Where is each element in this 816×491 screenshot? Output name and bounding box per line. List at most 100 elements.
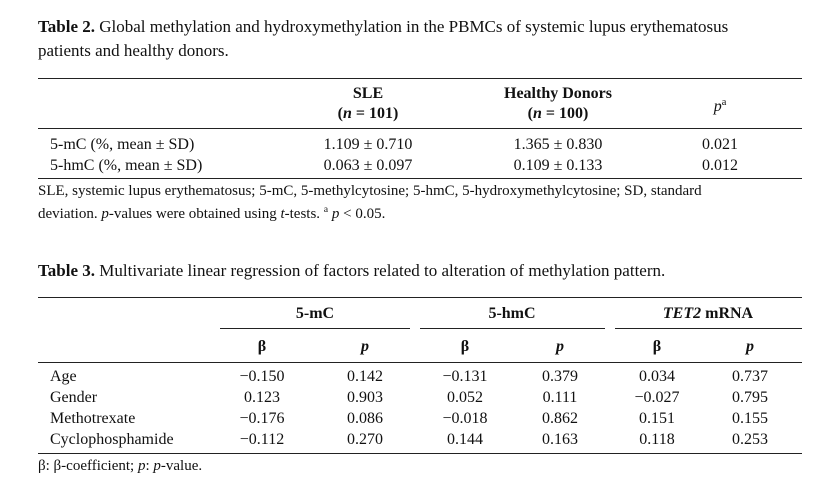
text-segment: -values were obtained using bbox=[108, 205, 281, 222]
caption: Table 3. Multivariate linear regression … bbox=[38, 262, 665, 280]
table-rule bbox=[38, 297, 802, 298]
cell: 0.144 bbox=[447, 431, 483, 449]
caption-line: Table 2. Global methylation and hydroxym… bbox=[38, 18, 728, 36]
text-segment: a bbox=[721, 97, 727, 108]
text: 0.021 bbox=[702, 136, 738, 153]
text-segment: patients and healthy donors. bbox=[38, 41, 229, 60]
cell: −0.150 bbox=[239, 368, 284, 386]
text-segment: Global methylation and hydroxymethylatio… bbox=[95, 17, 729, 36]
text: 0.903 bbox=[347, 389, 383, 406]
text: 0.052 bbox=[447, 389, 483, 406]
group-header: 5-mC bbox=[296, 305, 334, 323]
cell: 0.123 bbox=[244, 389, 280, 407]
text-segment: = 101) bbox=[351, 105, 399, 122]
cell: −0.131 bbox=[442, 368, 487, 386]
text-segment: t bbox=[280, 205, 285, 222]
cell: 0.034 bbox=[639, 368, 675, 386]
cell: 0.142 bbox=[347, 368, 383, 386]
group-header: 5-hmC bbox=[488, 305, 535, 323]
text-segment: p bbox=[137, 458, 146, 474]
text: 0.163 bbox=[542, 431, 578, 448]
text: 0.012 bbox=[702, 157, 738, 174]
row-label: 5-mC (%, mean ± SD) bbox=[50, 136, 194, 154]
text: 5-mC (%, mean ± SD) bbox=[50, 136, 195, 153]
text: 5-hmC (%, mean ± SD) bbox=[50, 157, 203, 174]
text: 0.155 bbox=[732, 410, 768, 427]
text-segment: p bbox=[331, 205, 340, 222]
text: β bbox=[652, 338, 662, 355]
table-rule bbox=[38, 78, 802, 79]
cell: 1.109 ± 0.710 bbox=[324, 136, 413, 154]
table-rule bbox=[38, 453, 802, 454]
column-header: SLE bbox=[353, 85, 383, 103]
cell: 0.151 bbox=[639, 410, 675, 428]
text-segment: p bbox=[746, 338, 754, 355]
subheader: β bbox=[461, 338, 469, 356]
row-label: Gender bbox=[50, 389, 97, 407]
text-segment: TET2 bbox=[662, 305, 702, 322]
text-segment: a bbox=[323, 204, 329, 215]
cell: 0.163 bbox=[542, 431, 578, 449]
cell: 0.109 ± 0.133 bbox=[514, 157, 603, 175]
subheader: p bbox=[556, 338, 564, 356]
text-segment: β: β-coefficient; bbox=[38, 458, 138, 474]
cell: 0.063 ± 0.097 bbox=[324, 157, 413, 175]
table-rule bbox=[38, 128, 802, 129]
text: 0.737 bbox=[732, 368, 768, 385]
text: Age bbox=[50, 368, 77, 385]
text: −0.018 bbox=[442, 410, 488, 427]
footnote: β: β-coefficient; p: p-value. bbox=[38, 457, 202, 475]
column-subheader: (n = 100) bbox=[528, 105, 589, 123]
text-segment: p bbox=[361, 338, 369, 355]
cell: −0.176 bbox=[239, 410, 284, 428]
group-header: TET2 mRNA bbox=[663, 305, 753, 323]
text: Cyclophosphamide bbox=[50, 431, 174, 448]
footnote-line: SLE, systemic lupus erythematosus; 5-mC,… bbox=[38, 182, 702, 200]
text-segment: n bbox=[342, 105, 352, 122]
cell: 0.021 bbox=[702, 136, 738, 154]
text-segment: -tests. bbox=[284, 205, 324, 222]
text: 0.151 bbox=[639, 410, 675, 427]
text: 0.118 bbox=[639, 431, 675, 448]
row-label: Cyclophosphamide bbox=[50, 431, 174, 449]
text: 0.144 bbox=[447, 431, 483, 448]
row-label: Age bbox=[50, 368, 77, 386]
column-header: Healthy Donors bbox=[504, 85, 612, 103]
cell: 0.118 bbox=[639, 431, 674, 449]
text: 0.063 ± 0.097 bbox=[323, 157, 413, 174]
text: 5-hmC bbox=[488, 305, 536, 322]
column-subheader: (n = 101) bbox=[338, 105, 399, 123]
text: β bbox=[460, 338, 470, 355]
row-label: 5-hmC (%, mean ± SD) bbox=[50, 157, 202, 175]
group-rule bbox=[420, 328, 605, 329]
subheader: p bbox=[746, 338, 754, 356]
table-rule bbox=[38, 362, 802, 363]
text: 1.109 ± 0.710 bbox=[323, 136, 413, 153]
text: 0.142 bbox=[347, 368, 383, 385]
text: SLE bbox=[352, 85, 384, 102]
text-segment: Table 2. bbox=[38, 17, 96, 36]
text-segment: ( bbox=[337, 105, 343, 122]
cell: 0.270 bbox=[347, 431, 383, 449]
cell: 0.795 bbox=[732, 389, 768, 407]
text: 1.365 ± 0.830 bbox=[513, 136, 603, 153]
column-header: pa bbox=[714, 94, 727, 116]
text-segment: : bbox=[145, 458, 154, 474]
cell: 0.012 bbox=[702, 157, 738, 175]
group-rule bbox=[615, 328, 802, 329]
text: −0.027 bbox=[634, 389, 680, 406]
text: Methotrexate bbox=[50, 410, 136, 427]
caption-line: patients and healthy donors. bbox=[38, 42, 229, 60]
subheader: β bbox=[653, 338, 661, 356]
text: −0.131 bbox=[442, 368, 488, 385]
text: 0.034 bbox=[639, 368, 675, 385]
text-segment: n bbox=[532, 105, 542, 122]
text-segment: p bbox=[556, 338, 564, 355]
cell: 0.862 bbox=[542, 410, 578, 428]
cell: 0.737 bbox=[732, 368, 768, 386]
group-rule bbox=[220, 328, 410, 329]
text-segment: p bbox=[101, 205, 109, 222]
text: 0.253 bbox=[732, 431, 768, 448]
cell: 0.086 bbox=[347, 410, 383, 428]
cell: 0.379 bbox=[542, 368, 578, 386]
